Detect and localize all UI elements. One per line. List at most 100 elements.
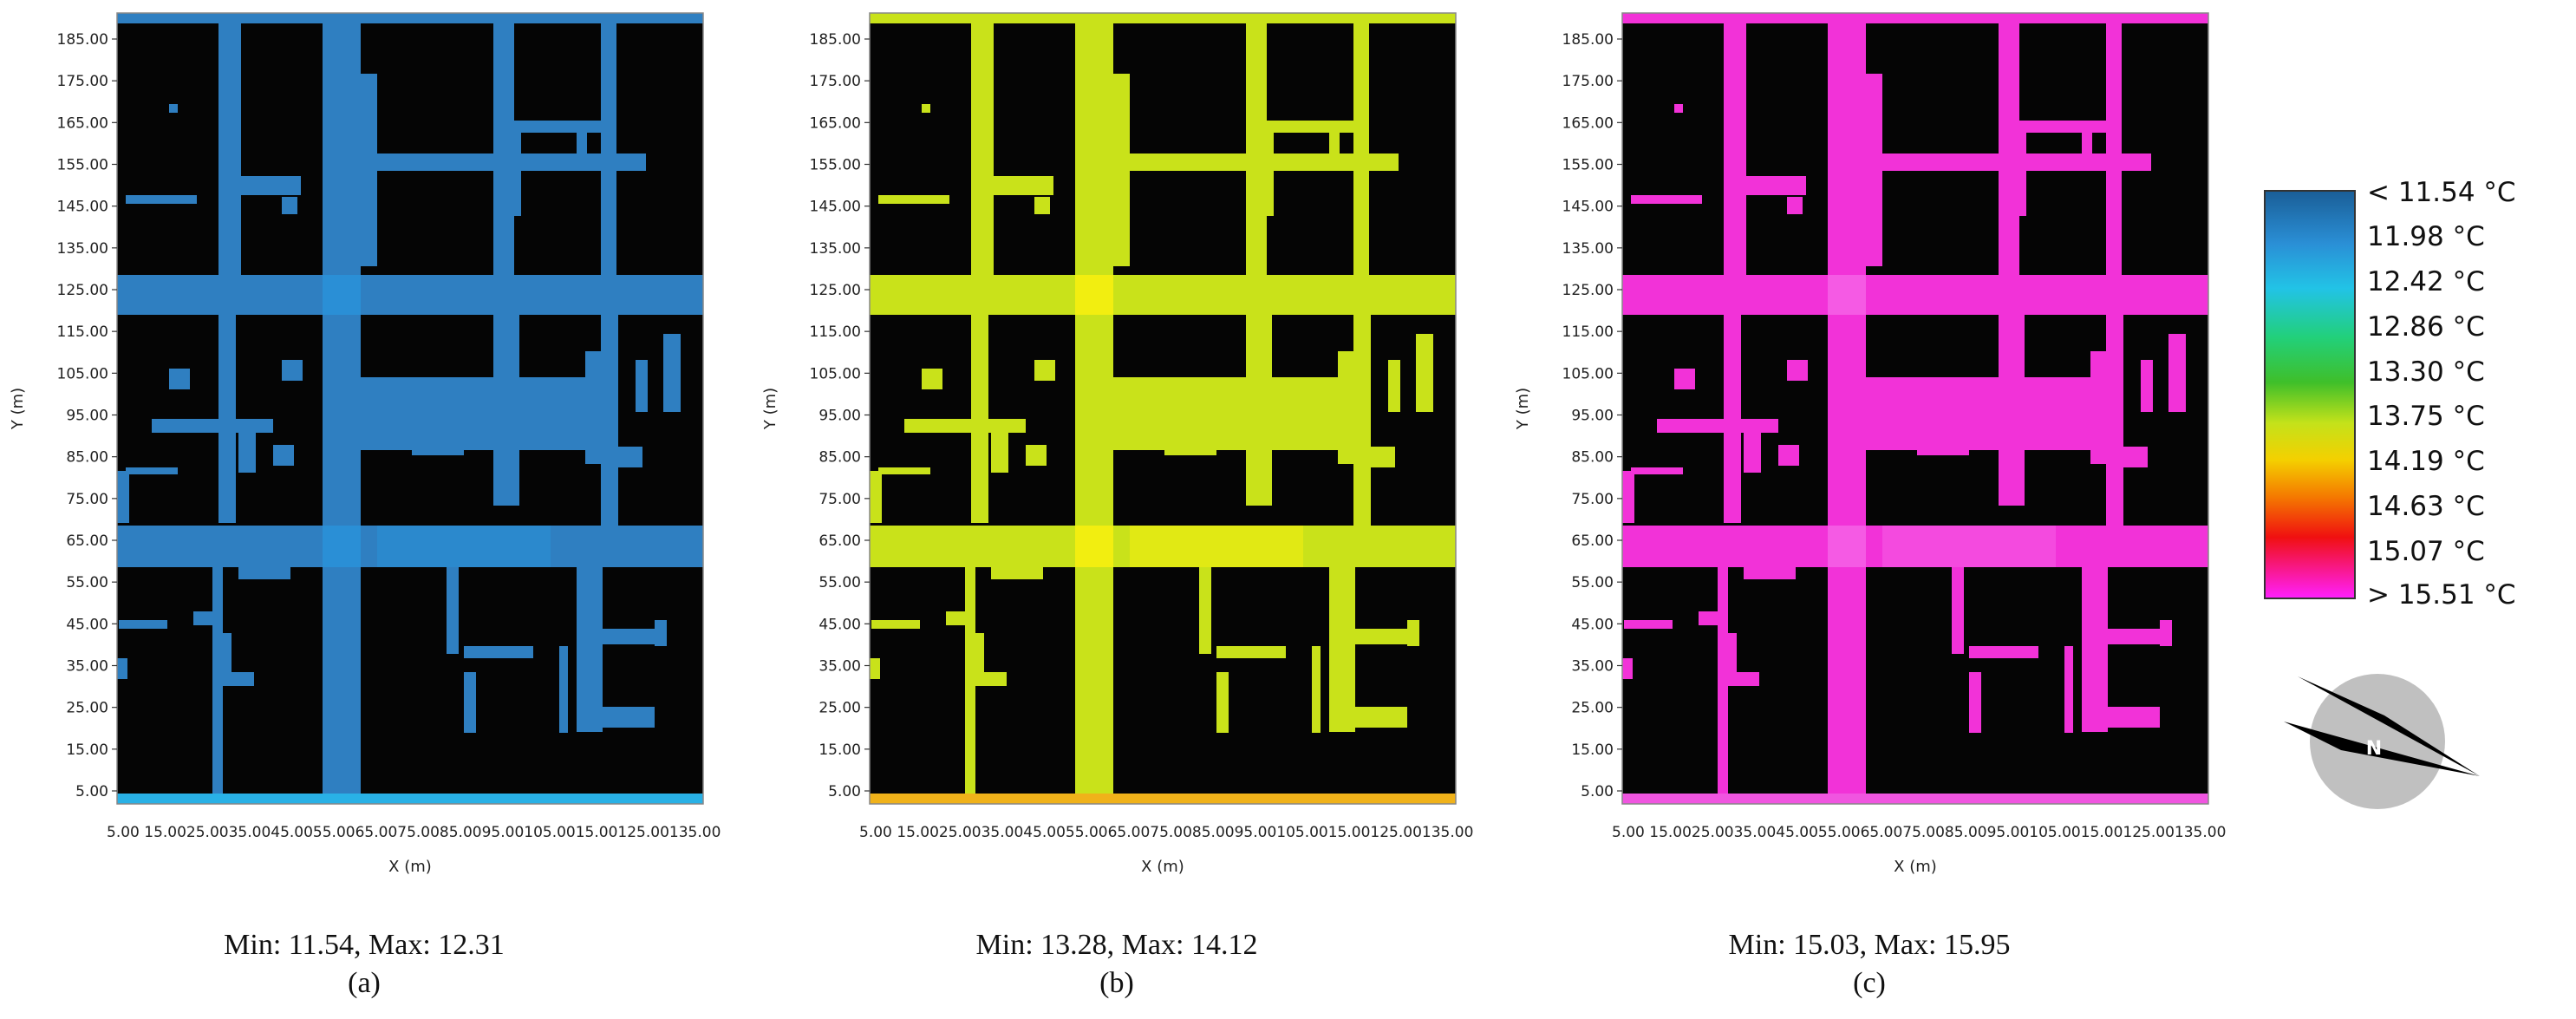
caption-stats-b: Min: 13.28, Max: 14.12 — [975, 929, 1258, 961]
y-tick-label: 185.00 — [1562, 31, 1614, 49]
x-axis-title: X (m) — [1141, 858, 1184, 876]
street-segment — [1778, 445, 1799, 466]
street-segment — [577, 567, 603, 732]
y-tick-label: 105.00 — [57, 365, 108, 382]
street-segment — [1338, 351, 1355, 464]
y-tick-label: 45.00 — [818, 616, 861, 633]
street-segment — [2082, 126, 2092, 155]
street-segment — [2106, 13, 2122, 275]
bottom-strip — [870, 794, 1456, 804]
y-tick-label: 95.00 — [66, 408, 108, 425]
legend-label-0: < 11.54 °C — [2367, 177, 2516, 208]
street-segment — [585, 351, 603, 464]
y-tick-label: 135.00 — [57, 240, 108, 258]
y-tick-label: 45.00 — [1571, 616, 1614, 633]
street-segment — [1882, 160, 2004, 171]
y-tick-label: 65.00 — [1571, 532, 1614, 550]
heatmap-c: 185.00 175.00 165.00 155.00 145.00 135.00 125.… — [1514, 12, 2226, 876]
y-tick-label: 155.00 — [1562, 157, 1614, 174]
street-segment — [464, 646, 533, 658]
street-segment — [1865, 74, 1882, 266]
street-segment — [1164, 421, 1216, 455]
street-segment — [1952, 567, 1964, 654]
street-segment — [1917, 421, 1969, 455]
street-segment — [1388, 360, 1400, 412]
street-segment — [447, 567, 459, 654]
street-segment — [323, 567, 361, 804]
y-tick-label: 35.00 — [1571, 658, 1614, 676]
street-segment — [1622, 471, 1634, 523]
street-segment — [377, 160, 499, 171]
y-tick-label: 5.00 — [1581, 783, 1614, 800]
compass-n-label: N — [2366, 738, 2382, 760]
legend-label-8: 15.07 °C — [2367, 536, 2485, 567]
y-tick-label: 115.00 — [1562, 323, 1614, 341]
street-segment — [117, 658, 127, 679]
legend-label-1: 11.98 °C — [2367, 221, 2485, 252]
y-tick-label: 65.00 — [66, 532, 108, 550]
y-axis-title: Y (m) — [9, 388, 27, 430]
y-tick-label: 165.00 — [1562, 114, 1614, 132]
street-segment — [2090, 351, 2108, 464]
panel-a: 185.00 175.00 165.00 155.00 145.00 135.00 125.… — [0, 0, 746, 1019]
street-segment — [1407, 620, 1419, 646]
street-segment — [611, 154, 646, 171]
y-tick-label: 115.00 — [57, 323, 108, 341]
street-segment — [1364, 447, 1395, 467]
y-tick-label: 145.00 — [57, 199, 108, 216]
y-tick-label: 45.00 — [66, 616, 108, 633]
y-tick-label: 35.00 — [818, 658, 861, 676]
street-segment — [577, 707, 655, 728]
street-segment — [1622, 658, 1633, 679]
y-tick-label: 25.00 — [1571, 700, 1614, 717]
street-segment — [991, 176, 1053, 195]
compass-icon: N — [2284, 674, 2480, 809]
street-segment — [273, 445, 294, 466]
caption-stats-c: Min: 15.03, Max: 15.95 — [1728, 929, 2011, 961]
y-tick-label: 165.00 — [810, 114, 861, 132]
y-tick-label: 165.00 — [57, 114, 108, 132]
street-segment — [870, 13, 1456, 23]
street-segment — [871, 620, 920, 629]
street-intersection — [323, 275, 361, 315]
legend-colorbar — [2264, 190, 2356, 599]
legend-label-4: 13.30 °C — [2367, 356, 2485, 388]
street-intersection — [1828, 526, 1866, 567]
street-segment — [1312, 646, 1321, 733]
caption-label-c: (c) — [1853, 967, 1886, 999]
street-segment — [1787, 360, 1808, 381]
y-tick-label: 175.00 — [810, 73, 861, 90]
y-tick-label: 155.00 — [57, 157, 108, 174]
y-tick-label: 175.00 — [1562, 73, 1614, 90]
x-tick-labels: 5.00 15.0025.0035.0045.0055.0065.0075.00… — [1612, 824, 2226, 841]
street-segment — [1622, 275, 2208, 315]
y-tick-label: 15.00 — [66, 741, 108, 759]
street-intersection — [323, 526, 361, 567]
street-segment — [2108, 629, 2160, 644]
street-segment — [1719, 672, 1759, 686]
y-tick-label: 115.00 — [810, 323, 861, 341]
plot-area — [116, 12, 704, 805]
y-tick-label: 125.00 — [810, 282, 861, 299]
street-segment — [991, 567, 1043, 579]
street-segment — [1744, 176, 1806, 195]
street-warm-zone — [1130, 526, 1303, 567]
street-segment — [117, 471, 129, 523]
street-segment — [2141, 360, 2153, 412]
street-segment — [126, 195, 197, 204]
y-tick-label: 85.00 — [1571, 449, 1614, 467]
y-tick-label: 175.00 — [57, 73, 108, 90]
street-segment — [119, 620, 167, 629]
y-tick-label: 55.00 — [66, 574, 108, 591]
y-tick-label: 15.00 — [1571, 741, 1614, 759]
x-axis-title: X (m) — [1894, 858, 1937, 876]
legend-label-2: 12.42 °C — [2367, 266, 2485, 297]
plot-frame — [869, 12, 1457, 805]
street-segment — [2106, 315, 2123, 526]
street-segment — [169, 104, 178, 113]
street-segment — [636, 360, 648, 412]
street-segment — [870, 275, 1456, 315]
plot-area — [869, 12, 1457, 805]
street-segment — [1329, 567, 1355, 732]
street-intersection — [1828, 275, 1866, 315]
